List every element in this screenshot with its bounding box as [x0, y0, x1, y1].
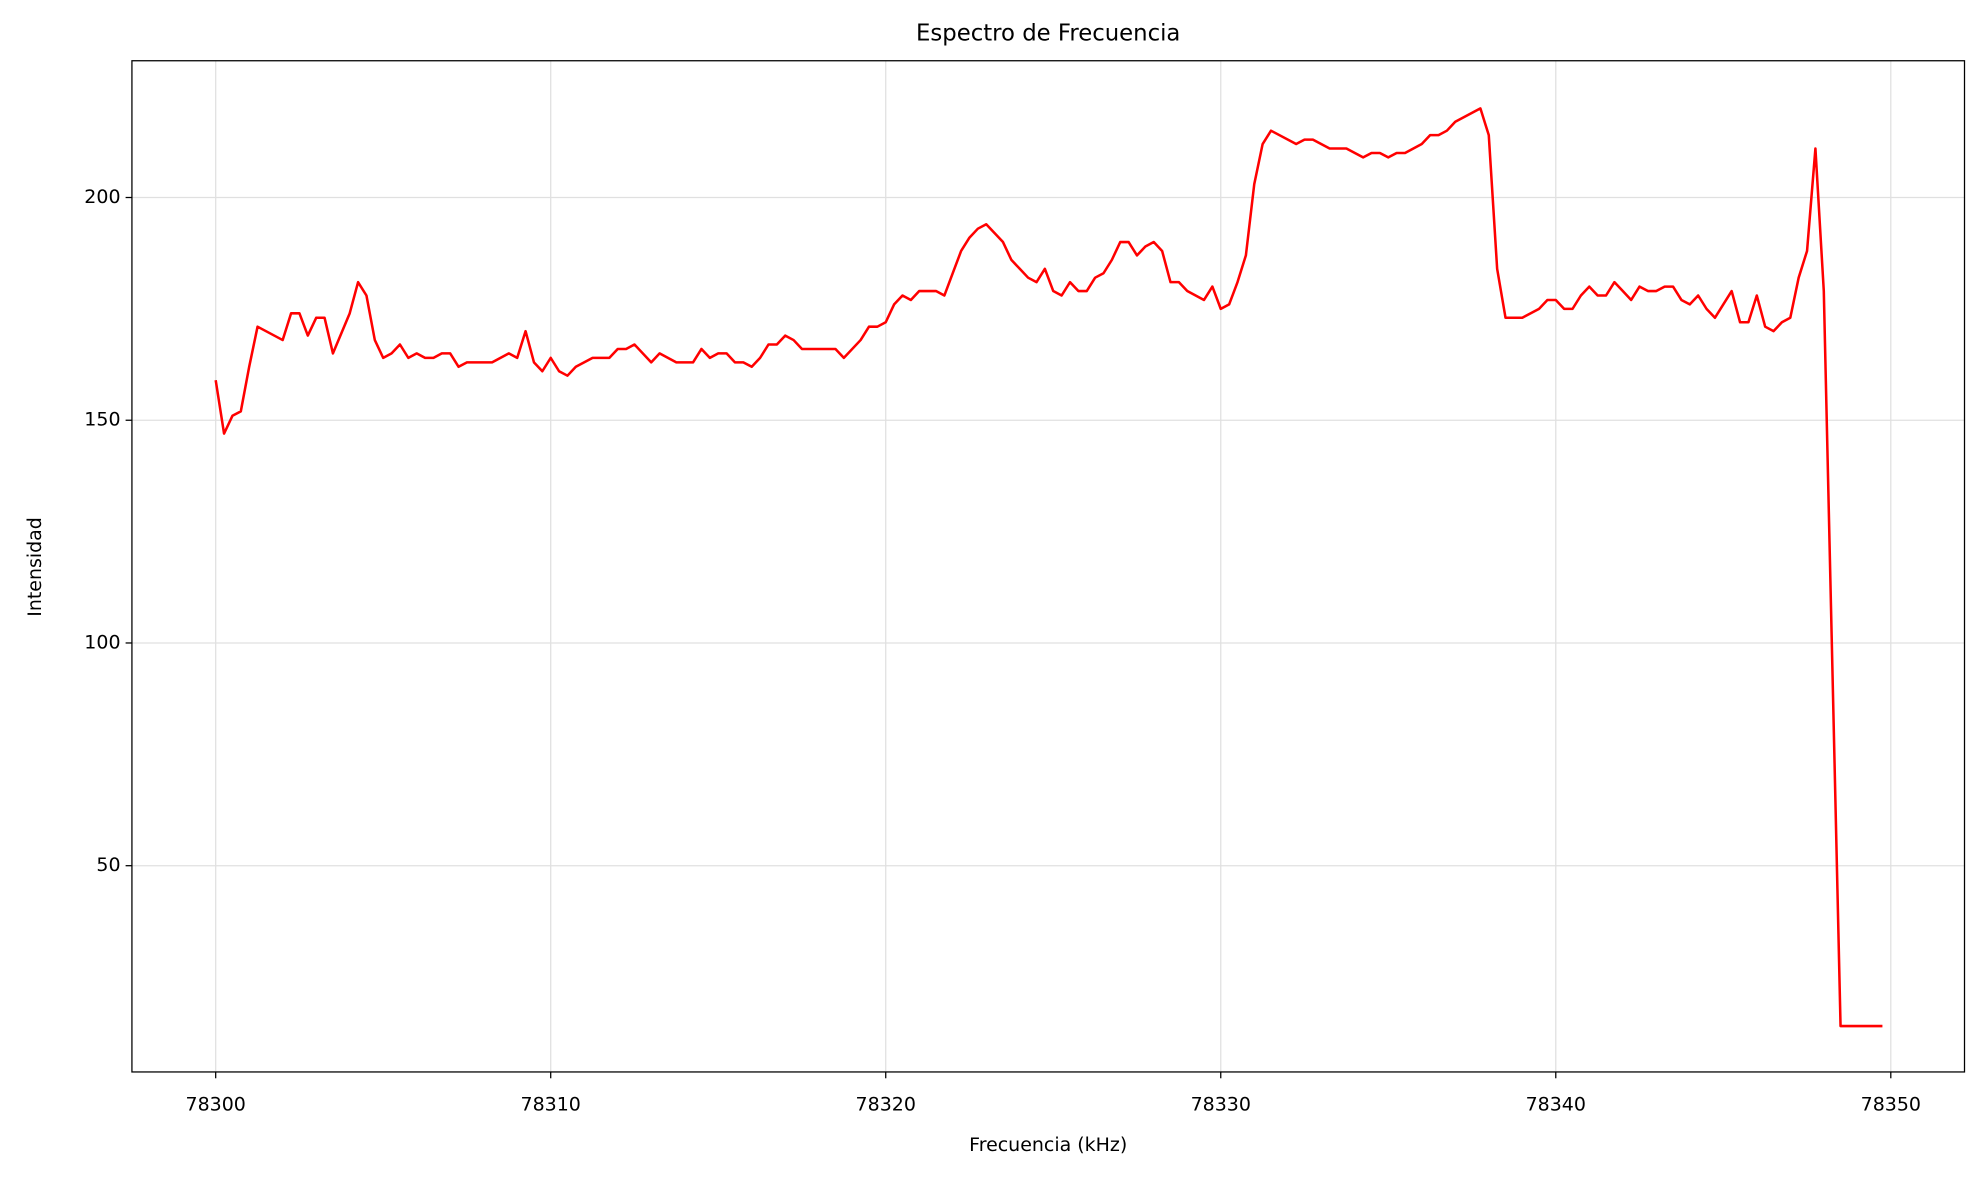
chart-title: Espectro de Frecuencia [916, 21, 1180, 47]
data-line [214, 107, 1883, 1028]
x-tick-label: 78320 [856, 1093, 916, 1115]
x-tick-label: 78310 [521, 1093, 581, 1115]
x-tick-label: 78300 [186, 1093, 246, 1115]
y-tick-label: 50 [96, 854, 120, 876]
x-tick-label: 78340 [1526, 1093, 1586, 1115]
y-tick-label: 100 [84, 631, 120, 653]
y-axis-label: Intensidad [24, 517, 46, 617]
y-tick-label: 200 [84, 186, 120, 208]
plot-frame [131, 60, 1966, 1073]
x-tick-label: 78330 [1191, 1093, 1251, 1115]
y-tick-label: 150 [84, 409, 120, 431]
x-axis-label: Frecuencia (kHz) [969, 1134, 1127, 1156]
x-tick-label: 78350 [1861, 1093, 1921, 1115]
